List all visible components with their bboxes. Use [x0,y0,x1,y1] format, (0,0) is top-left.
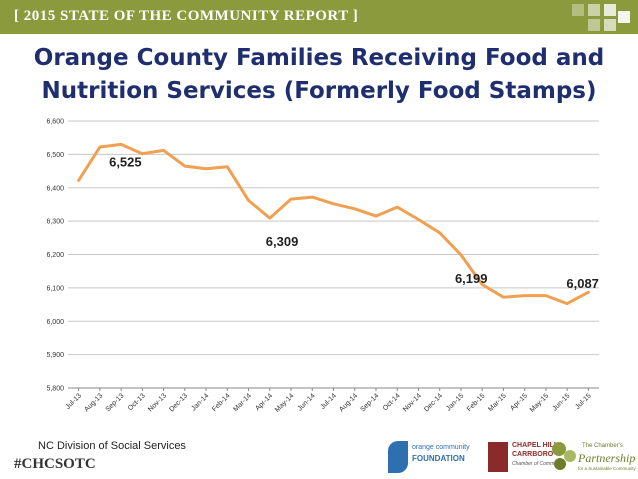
partnership-logo-line-1: The Chamber's [582,443,623,449]
y-tick-label: 5,900 [46,352,64,359]
data-point [226,166,228,168]
data-point [141,153,143,155]
x-tick-label: Dec-13 [168,392,189,413]
ocf-logo-line-2: FOUNDATION [412,454,465,463]
data-point [78,179,80,181]
partnership-logo-line-3: for a Sustainable Community [578,466,636,471]
x-tick-label: Jul-14 [319,392,338,411]
partnership-logo-line-2: Partnership [578,451,636,465]
x-tick-label: Jan-15 [445,392,465,412]
y-tick-label: 6,000 [46,319,64,326]
ocf-logo-mark-icon [388,441,408,473]
data-point [545,295,547,297]
partnership-logo-circle-2-icon [564,450,576,462]
x-tick-label: Feb-15 [466,392,487,413]
ocf-logo-line-1: orange community [412,444,470,451]
data-point [502,296,504,298]
data-point [524,295,526,297]
x-tick-label: Aug-13 [83,392,104,413]
data-point [566,303,568,305]
data-point [99,146,101,148]
data-point [439,232,441,234]
y-tick-label: 5,800 [46,386,64,393]
header-banner: [ 2015 STATE OF THE COMMUNITY REPORT ] [0,0,638,34]
data-label: 6,525 [109,154,142,169]
x-tick-label: Feb-14 [211,392,232,413]
data-point [248,199,250,201]
decorative-squares-icon [572,2,632,32]
chamber-logo-line-2: CARRBORO [512,451,554,458]
data-point [333,203,334,205]
data-point [396,206,398,208]
ocf-logo: orange community FOUNDATION [388,438,486,476]
x-tick-label: Sep-13 [105,392,126,413]
x-tick-label: Jul-13 [65,392,84,411]
chamber-logo-line-1: CHAPEL HILL [512,442,559,449]
data-point [375,215,377,217]
chamber-logo-line-3: Chamber of Commerce [512,461,564,467]
x-tick-label: Apr-15 [509,392,529,412]
data-point [460,254,462,256]
partnership-logo-circle-1-icon [552,442,566,456]
y-tick-label: 6,300 [46,219,64,226]
banner-title: [ 2015 STATE OF THE COMMUNITY REPORT ] [14,8,359,24]
data-point [311,196,313,198]
x-tick-label: Jul-15 [574,392,593,411]
x-tick-label: Apr-14 [254,392,274,412]
source-note: NC Division of Social Services [38,440,186,452]
chamber-logo: CHAPEL HILL CARRBORO Chamber of Commerce [488,440,564,476]
x-tick-label: Jan-14 [190,392,210,412]
data-point [290,198,292,200]
data-label: 6,309 [266,234,299,249]
data-point [269,217,271,219]
x-tick-label: Nov-14 [402,392,423,413]
partnership-logo-circle-3-icon [554,458,566,470]
x-tick-label: May-15 [529,392,551,414]
data-point [163,149,165,151]
data-point [354,208,356,210]
x-tick-label: Jun-14 [297,392,317,412]
data-point [481,284,483,286]
data-label: 6,087 [566,276,599,291]
y-tick-label: 6,500 [46,152,64,159]
x-tick-label: Jun-15 [551,392,571,412]
x-tick-label: Nov-13 [147,392,168,413]
x-tick-label: Mar-14 [232,392,253,413]
data-point [205,168,207,170]
series-line [77,142,590,306]
data-point [184,165,186,167]
chart-title-line-2: Nutrition Services (Formerly Food Stamps… [41,78,597,104]
chamber-logo-mark-icon [488,442,508,472]
x-tick-label: Oct-14 [382,392,402,412]
x-tick-label: Aug-14 [338,392,359,413]
y-tick-label: 6,200 [46,252,64,259]
chart-title: Orange County Families Receiving Food an… [0,42,638,108]
partnership-logo: The Chamber's Partnership for a Sustaina… [552,440,636,478]
data-point [417,218,419,220]
x-tick-label: Mar-15 [487,392,508,413]
y-tick-label: 6,600 [46,119,64,126]
x-tick-label: May-14 [274,392,296,414]
x-tick-label: Sep-14 [359,392,380,413]
hashtag: #CHCSOTC [14,456,96,472]
y-tick-label: 6,100 [46,285,64,292]
x-tick-label: Oct-13 [127,392,147,412]
data-label: 6,199 [455,271,488,286]
y-tick-label: 6,400 [46,185,64,192]
x-tick-label: Dec-14 [423,392,444,413]
chart-title-line-1: Orange County Families Receiving Food an… [33,45,605,71]
data-point [587,291,589,293]
data-point [120,143,122,145]
